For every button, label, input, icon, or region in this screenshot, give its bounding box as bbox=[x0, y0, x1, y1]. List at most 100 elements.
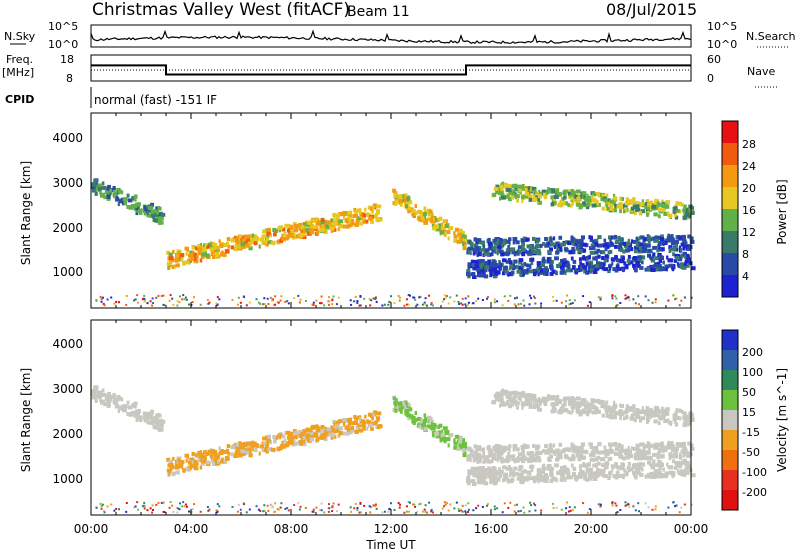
power-cell bbox=[113, 302, 116, 305]
power-cell bbox=[267, 240, 273, 245]
power-cell bbox=[308, 221, 312, 225]
power-cell bbox=[623, 241, 626, 246]
velocity-cell bbox=[582, 449, 587, 454]
power-cell bbox=[544, 237, 548, 241]
vel-cbar-tick-15: 15 bbox=[742, 406, 756, 419]
velocity-cell bbox=[362, 423, 366, 428]
nsky-tick-bottom: 10^0 bbox=[48, 38, 78, 51]
power-cell bbox=[651, 204, 657, 209]
power-cell bbox=[577, 194, 580, 199]
velocity-cell bbox=[496, 451, 500, 456]
power-cell bbox=[556, 244, 559, 249]
power-cell bbox=[357, 216, 361, 221]
power-cell bbox=[625, 265, 629, 270]
velocity-cell bbox=[511, 402, 514, 407]
power-cell bbox=[215, 302, 218, 305]
power-cell bbox=[638, 246, 643, 250]
velocity-cell bbox=[419, 420, 424, 425]
power-cell bbox=[487, 241, 493, 246]
velocity-cell bbox=[604, 461, 609, 466]
velocity-cell bbox=[516, 391, 520, 396]
power-cell bbox=[462, 231, 465, 235]
velocity-cell bbox=[112, 395, 116, 400]
power-cell bbox=[647, 267, 650, 271]
power-cell bbox=[597, 235, 602, 240]
power-cell bbox=[632, 256, 638, 260]
velocity-cell bbox=[598, 470, 603, 475]
velocity-cell bbox=[175, 470, 180, 475]
power-cell bbox=[441, 225, 446, 230]
power-cell bbox=[201, 254, 205, 259]
power-cell bbox=[485, 260, 489, 265]
power-cell bbox=[233, 247, 238, 251]
power-cell bbox=[622, 256, 625, 261]
power-cell bbox=[466, 250, 469, 255]
power-cell bbox=[626, 245, 630, 250]
velocity-cell bbox=[359, 502, 362, 504]
velocity-cell bbox=[496, 507, 499, 510]
velocity-cell bbox=[594, 473, 599, 478]
velocity-cell bbox=[476, 474, 481, 479]
power-cell bbox=[615, 258, 619, 263]
power-cell bbox=[571, 201, 574, 206]
power-cell bbox=[467, 250, 470, 255]
power-cell bbox=[223, 252, 226, 257]
velocity-cell bbox=[498, 456, 504, 461]
velocity-cell bbox=[292, 435, 298, 440]
velocity-cell bbox=[576, 403, 581, 408]
power-cell bbox=[634, 204, 640, 209]
power-cell bbox=[647, 248, 652, 253]
power-colorbar-segment bbox=[722, 121, 738, 143]
power-cell bbox=[329, 226, 335, 231]
power-cell bbox=[575, 239, 581, 244]
power-cell bbox=[661, 247, 665, 252]
power-cell bbox=[467, 265, 471, 270]
power-cell bbox=[547, 187, 550, 192]
velocity-cell bbox=[587, 470, 592, 474]
velocity-cell bbox=[475, 507, 478, 510]
power-cell bbox=[575, 268, 579, 273]
power-cell bbox=[373, 203, 377, 208]
power-cell bbox=[495, 184, 499, 189]
power-cell bbox=[618, 202, 623, 207]
velocity-cell bbox=[151, 511, 154, 514]
velocity-cell bbox=[634, 474, 638, 479]
velocity-cell bbox=[472, 509, 475, 512]
power-cell bbox=[320, 227, 326, 232]
velocity-cell bbox=[231, 506, 234, 508]
power-cell bbox=[194, 256, 197, 261]
velocity-cell bbox=[504, 458, 508, 463]
velocity-cell bbox=[298, 429, 302, 434]
velocity-cell bbox=[672, 501, 675, 504]
velocity-cell bbox=[101, 388, 105, 393]
power-cell bbox=[638, 242, 641, 247]
power-cell bbox=[315, 299, 318, 302]
power-colorbar-segment bbox=[722, 253, 738, 275]
freq-unit-label: [MHz] bbox=[2, 66, 34, 79]
velocity-cell bbox=[364, 414, 367, 419]
velocity-cell bbox=[348, 420, 352, 425]
velocity-cell bbox=[575, 446, 581, 451]
power-cell bbox=[461, 241, 465, 246]
velocity-cell bbox=[655, 406, 660, 411]
velocity-cell bbox=[461, 510, 464, 513]
velocity-cell bbox=[295, 441, 299, 446]
velocity-cell bbox=[574, 477, 578, 482]
velocity-cell bbox=[534, 504, 537, 507]
power-cell bbox=[101, 192, 105, 197]
velocity-cell bbox=[310, 433, 315, 438]
velocity-cell bbox=[527, 393, 531, 398]
power-cell bbox=[428, 209, 433, 214]
power-cell bbox=[456, 239, 461, 244]
velocity-cell bbox=[603, 405, 609, 410]
velocity-cell bbox=[562, 465, 567, 470]
power-cbar-tick-28: 28 bbox=[742, 138, 756, 151]
power-cell bbox=[366, 213, 372, 218]
velocity-cell bbox=[333, 422, 336, 427]
power-cell bbox=[659, 237, 664, 241]
velocity-cell bbox=[505, 455, 511, 460]
power-cell bbox=[635, 260, 640, 265]
power-cell bbox=[458, 232, 462, 237]
power-cell bbox=[641, 255, 645, 260]
velocity-cell bbox=[537, 404, 540, 409]
